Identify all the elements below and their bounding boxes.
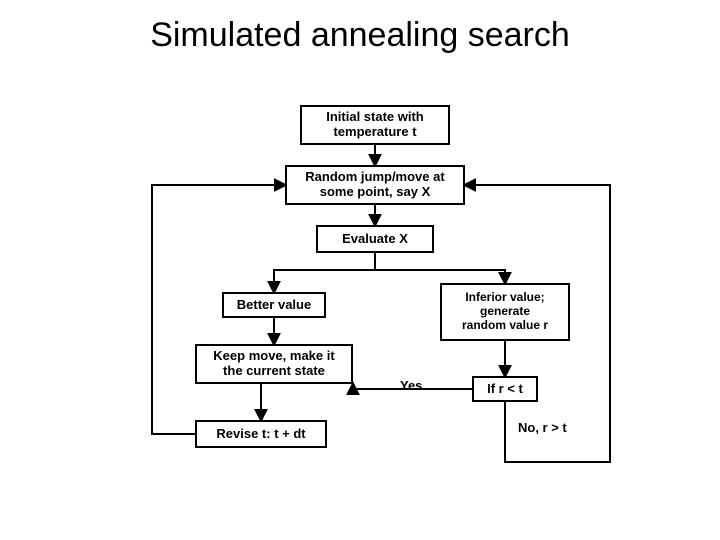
node-random-jump: Random jump/move atsome point, say X bbox=[285, 165, 465, 205]
node-better-value: Better value bbox=[222, 292, 326, 318]
node-label: Random jump/move atsome point, say X bbox=[305, 170, 444, 200]
node-label: Inferior value;generaterandom value r bbox=[462, 291, 548, 332]
node-label: Evaluate X bbox=[342, 232, 408, 247]
node-keep-move: Keep move, make itthe current state bbox=[195, 344, 353, 384]
node-label: Initial state withtemperature t bbox=[326, 110, 424, 140]
node-revise-t: Revise t: t + dt bbox=[195, 420, 327, 448]
edge bbox=[274, 253, 375, 292]
flowchart-edges bbox=[0, 0, 720, 540]
edge bbox=[375, 253, 505, 283]
node-if-r-lt-t: If r < t bbox=[472, 376, 538, 402]
edge-label-no: No, r > t bbox=[518, 420, 567, 435]
edge-label-yes: Yes bbox=[400, 378, 422, 393]
node-initial-state: Initial state withtemperature t bbox=[300, 105, 450, 145]
node-label: Keep move, make itthe current state bbox=[213, 349, 334, 379]
node-label: Revise t: t + dt bbox=[216, 427, 305, 442]
node-evaluate: Evaluate X bbox=[316, 225, 434, 253]
node-label: Better value bbox=[237, 298, 311, 313]
node-label: If r < t bbox=[487, 382, 523, 397]
node-inferior-value: Inferior value;generaterandom value r bbox=[440, 283, 570, 341]
